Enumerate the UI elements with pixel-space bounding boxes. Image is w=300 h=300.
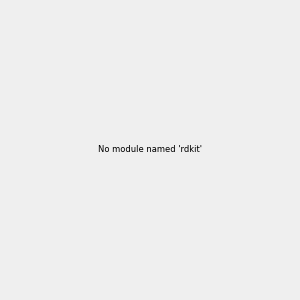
Text: No module named 'rdkit': No module named 'rdkit' [98, 146, 202, 154]
